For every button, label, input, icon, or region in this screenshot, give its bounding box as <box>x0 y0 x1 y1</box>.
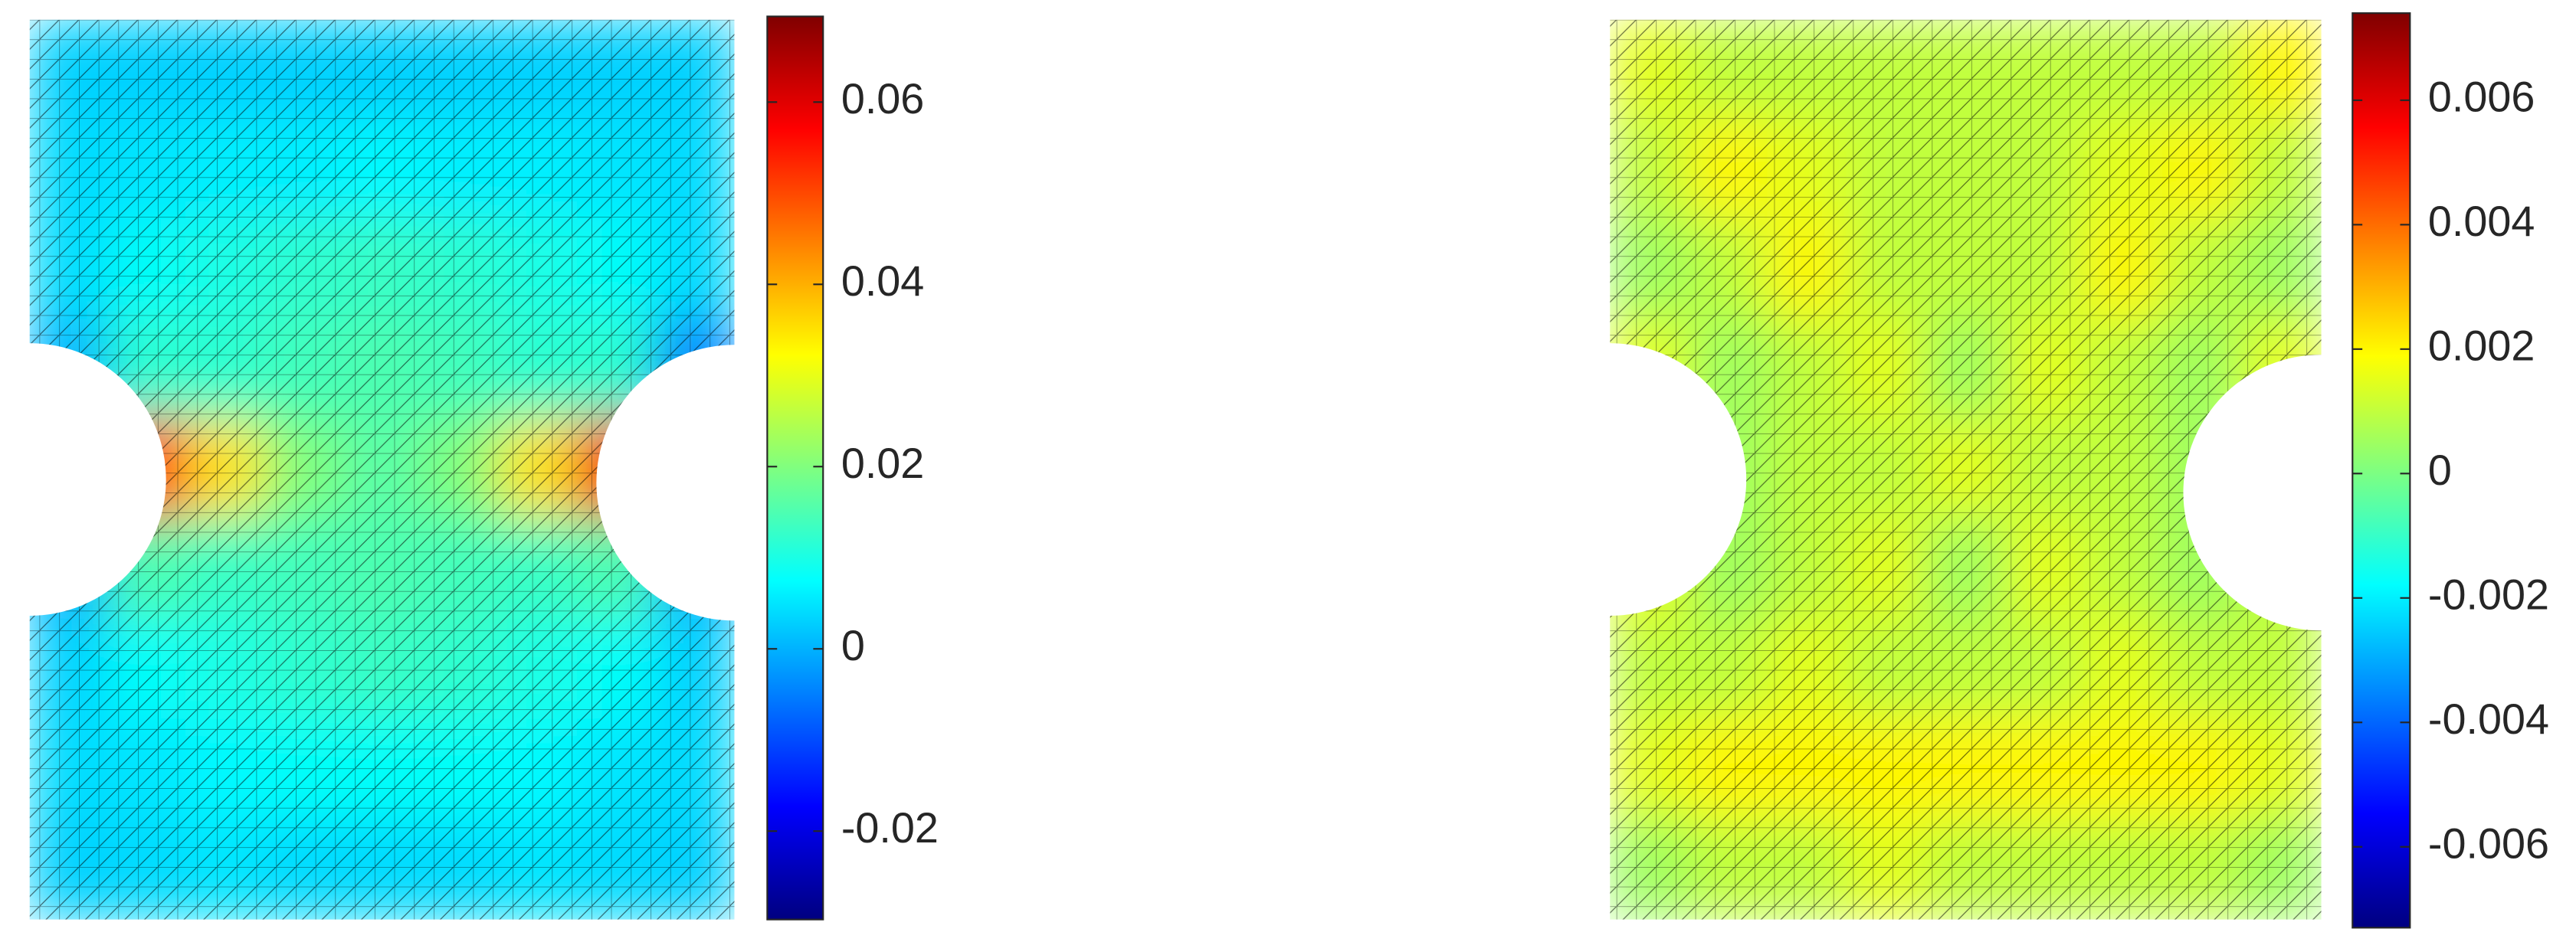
mesh <box>29 19 735 920</box>
colorbar-tick-label: 0.006 <box>2428 74 2535 121</box>
colorbar-tick-label: 0 <box>2428 446 2452 494</box>
colorbar-tick-label: 0.004 <box>2428 198 2535 245</box>
colorbar-tick-label: 0.06 <box>841 75 924 123</box>
colorbar-tick-label: 0.04 <box>841 257 924 305</box>
colorbar: 0.06 0.04 0.02 0 -0.02 <box>766 15 939 921</box>
plate <box>1609 18 2322 921</box>
plot-1: 0.006 0.004 0.002 0 -0.002 -0.004 -0.006 <box>1609 12 2549 929</box>
colorbar-gradient <box>766 15 824 921</box>
colorbar-tick-label: -0.02 <box>841 804 939 852</box>
colorbar-tick-label: -0.004 <box>2428 695 2549 743</box>
colorbar: 0.006 0.004 0.002 0 -0.002 -0.004 -0.006 <box>2352 12 2549 929</box>
colorbar-tick-label: 0.02 <box>841 440 924 487</box>
mesh <box>1610 19 2322 920</box>
plot-0: 0.06 0.04 0.02 0 -0.02 <box>28 15 939 921</box>
colorbar-tick-label: 0.002 <box>2428 322 2535 370</box>
colorbar-tick-label: -0.006 <box>2428 819 2549 867</box>
colorbar-gradient <box>2352 12 2411 929</box>
colorbar-tick-label: -0.002 <box>2428 571 2549 619</box>
plate <box>28 18 736 921</box>
colorbar-tick-label: 0 <box>841 622 865 669</box>
